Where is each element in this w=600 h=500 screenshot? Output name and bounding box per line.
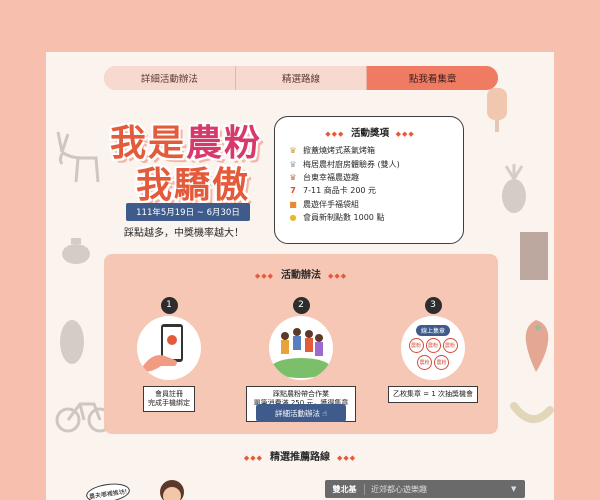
tab-activity-rules[interactable]: 詳細活動辦法 <box>104 66 236 90</box>
crown-icon: ♛ <box>289 172 297 182</box>
activity-rules-button-label: 詳細活動辦法 <box>275 408 321 418</box>
cacao-doodle-icon <box>60 320 84 364</box>
parrot-doodle-icon <box>525 320 549 372</box>
route-selector[interactable]: 雙北基 近郊都心遊樂趣 ▼ <box>325 480 525 498</box>
landing-page: 詳細活動辦法 精選路線 點我看集章 我是農粉 我驕傲 111年5月19日 ~ 6… <box>46 52 554 500</box>
prize-item: 7 7-11 商品卡 200 元 <box>287 184 453 197</box>
prize-item: ♛ 台東幸福農遊趣 <box>287 171 453 184</box>
route-name: 近郊都心遊樂趣 <box>371 484 427 494</box>
step-caption: 會員註冊 完成手機綁定 <box>143 385 195 413</box>
prize-item: ♛ 梅居農村廚房體驗券 (雙人) <box>287 157 453 170</box>
deer-doodle-icon <box>56 131 100 183</box>
step-number: 1 <box>160 296 178 314</box>
cake-doodle-icon <box>520 232 548 280</box>
pineapple-doodle-icon <box>502 164 526 213</box>
prize-box: ◆◆◆ 活動獎項 ◆◆◆ ♛ 掀蓋燒烤式蒸氣烤箱 ♛ 梅居農村廚房體驗券 (雙人) … <box>274 116 464 244</box>
hero-title-line1: 我是農粉 <box>110 114 262 166</box>
prize-label: 農遊伴手福袋組 <box>303 199 359 209</box>
seven-eleven-icon: 7 <box>290 186 296 196</box>
prize-item: ♛ 掀蓋燒烤式蒸氣烤箱 <box>287 144 453 157</box>
chevron-down-icon: ▼ <box>511 485 517 493</box>
stamp-mark: 農粉 <box>442 338 458 353</box>
coin-icon: ● <box>289 213 297 223</box>
activity-heading: ◆◆◆ 活動辦法 ◆◆◆ <box>254 270 348 281</box>
stamp-card-illustration: 線上集章 農粉 農粉 農粉 農粉 農粉 <box>401 315 465 380</box>
activity-panel: ◆◆◆ 活動辦法 ◆◆◆ 1 會員註冊 完成手機綁定 2 <box>104 254 498 434</box>
step-number: 3 <box>424 296 442 314</box>
stamp-mark: 農粉 <box>408 338 424 353</box>
stamp-mark: 農粉 <box>434 355 449 370</box>
stamp-mark: 農粉 <box>417 355 432 370</box>
prize-heading: ◆◆◆ 活動獎項 ◆◆◆ <box>325 128 415 139</box>
caption-line: 會員註冊 <box>155 389 183 398</box>
prize-label: 7-11 商品卡 200 元 <box>303 186 377 196</box>
banana-doodle-icon <box>510 402 554 423</box>
step-caption: 乙枚集章 = 1 次抽獎機會 <box>388 385 478 403</box>
prize-item: ● 會員新制點數 1000 點 <box>287 211 453 224</box>
popsicle-doodle-icon <box>487 88 507 132</box>
stamp-card-title: 線上集章 <box>415 325 450 336</box>
step-number: 2 <box>292 296 310 314</box>
top-nav: 詳細活動辦法 精選路線 點我看集章 <box>104 66 498 90</box>
people-icon <box>271 327 331 378</box>
phone-icon <box>143 323 183 372</box>
prize-item: ■ 農遊伴手福袋組 <box>287 198 453 211</box>
route-region: 雙北基 <box>325 483 365 495</box>
teapot-doodle-icon <box>62 238 90 264</box>
stamp-mark: 農粉 <box>425 338 441 353</box>
hero-title-part-a: 我是 <box>110 123 187 164</box>
step-3: 3 線上集章 農粉 農粉 農粉 農粉 農粉 乙枚集章 = 1 次抽獎機會 <box>378 292 488 403</box>
crown-icon: ♛ <box>289 146 297 156</box>
caption-line: 完成手機綁定 <box>148 398 190 407</box>
routes-heading: ◆◆◆ 精選推薦路線 ◆◆◆ <box>243 452 357 463</box>
prize-heading-text: 活動獎項 <box>350 128 389 139</box>
date-badge: 111年5月19日 ~ 6月30日 <box>126 203 250 221</box>
hero-title-part-b: 農粉 <box>186 123 263 164</box>
people-walking-illustration <box>269 315 333 380</box>
step-1: 1 會員註冊 完成手機綁定 <box>114 292 224 413</box>
tab-featured-routes[interactable]: 精選路線 <box>235 66 368 90</box>
caption-line: 踩點農粉帶合作業 <box>273 389 329 398</box>
phone-hand-illustration <box>137 315 201 380</box>
caption-line: 乙枚集章 = 1 次抽獎機會 <box>393 389 473 398</box>
activity-rules-button[interactable]: 詳細活動辦法 ☝ <box>256 404 346 422</box>
speech-bubble: 農夫哪裡推坊! <box>84 481 132 500</box>
prize-label: 掀蓋燒烤式蒸氣烤箱 <box>303 146 375 156</box>
hero-title-line2: 我驕傲 <box>136 165 251 206</box>
tab-view-stamps[interactable]: 點我看集章 <box>367 66 498 90</box>
hero-tagline: 踩點越多，中獎機率越大！ <box>124 228 244 239</box>
prize-label: 台東幸福農遊趣 <box>303 172 359 182</box>
routes-heading-text: 精選推薦路線 <box>270 452 330 463</box>
crown-icon: ♛ <box>289 159 297 169</box>
activity-heading-text: 活動辦法 <box>281 270 321 281</box>
prize-label: 梅居農村廚房體驗券 (雙人) <box>303 159 400 169</box>
prize-label: 會員新制點數 1000 點 <box>303 213 385 223</box>
pointer-hand-icon: ☝ <box>322 408 327 418</box>
farmer-illustration <box>160 480 184 500</box>
gift-bag-icon: ■ <box>289 199 297 209</box>
step-2: 2 踩點農粉帶合作業 單筆消費滿 250 元，獲得集章乙枚 <box>246 292 356 422</box>
